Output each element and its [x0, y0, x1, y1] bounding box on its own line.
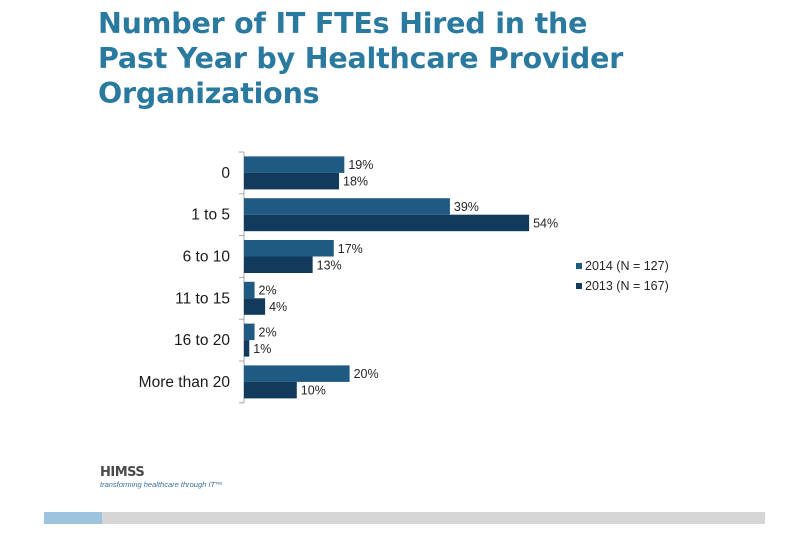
data-label: 19%	[348, 158, 373, 172]
category-label: 6 to 10	[183, 249, 231, 266]
bar-2013	[244, 381, 297, 399]
bar-2014	[244, 281, 255, 299]
category-label: 1 to 5	[191, 207, 230, 224]
bar-2013	[244, 298, 266, 315]
bar-2013	[244, 340, 250, 357]
slide-title: Number of IT FTEs Hired in the Past Year…	[98, 6, 718, 111]
logo-wordmark: HIMSS	[100, 465, 145, 480]
bar-2013	[244, 172, 340, 190]
title-line-1: Number of IT FTEs Hired in the	[98, 7, 588, 40]
legend-swatch	[576, 263, 582, 269]
title-line-3: Organizations	[98, 77, 320, 110]
data-label: 18%	[343, 175, 368, 189]
data-label: 20%	[354, 367, 379, 381]
data-label: 4%	[269, 300, 287, 314]
bar-2014	[244, 198, 450, 215]
category-label: More than 20	[139, 374, 231, 391]
bar-2014	[244, 240, 334, 257]
data-label: 39%	[454, 200, 479, 214]
bar-2013	[244, 256, 313, 273]
data-label: 1%	[253, 342, 271, 356]
category-label: 0	[221, 165, 230, 182]
bar-2014	[244, 365, 350, 382]
bar-2014	[244, 323, 255, 341]
title-line-2: Past Year by Healthcare Provider	[98, 42, 624, 75]
footer-accent	[44, 512, 102, 524]
data-label: 2%	[259, 325, 277, 339]
himss-logo: HIMSS transforming healthcare through IT…	[100, 465, 223, 490]
legend-label: 2013 (N = 167)	[585, 279, 669, 293]
data-label: 54%	[533, 216, 558, 230]
category-label: 16 to 20	[174, 332, 230, 349]
data-label: 13%	[317, 258, 342, 272]
category-label: 11 to 15	[175, 290, 230, 307]
data-label: 2%	[259, 284, 277, 298]
data-label: 17%	[338, 242, 363, 256]
bar-2014	[244, 156, 345, 173]
footer-bar	[44, 512, 765, 524]
logo-tagline: transforming healthcare through IT™	[100, 480, 223, 489]
bar-2013	[244, 214, 530, 232]
bar-chart: 0 19% 18% 1 to 5 39% 54% 6 to 10 17% 13% 11 to 15…	[139, 151, 669, 404]
legend-swatch	[576, 283, 582, 289]
data-label: 10%	[301, 384, 326, 398]
legend-label: 2014 (N = 127)	[585, 259, 669, 273]
